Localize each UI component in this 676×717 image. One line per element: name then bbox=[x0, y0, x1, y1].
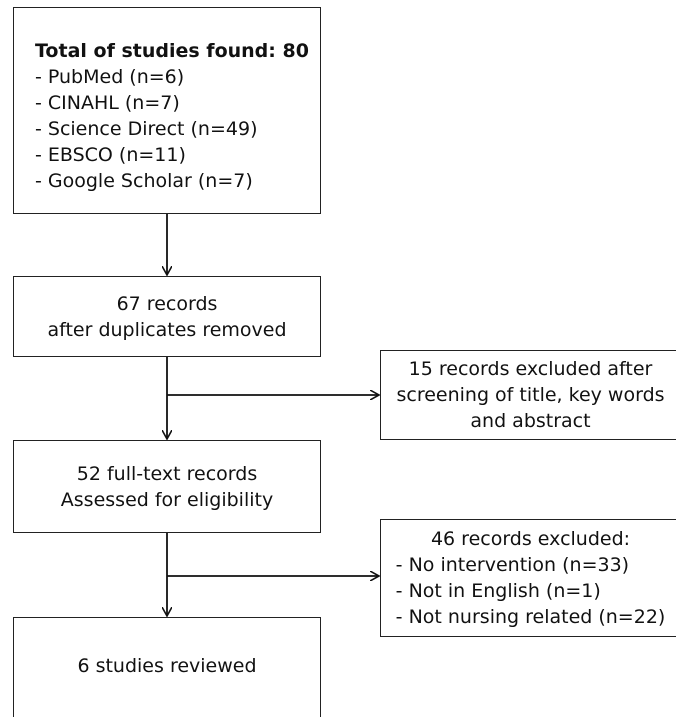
fulltext-box: 52 full-text records Assessed for eligib… bbox=[13, 440, 321, 533]
exclusion-item: - No intervention (n=33) bbox=[395, 554, 630, 576]
fulltext-label: Assessed for eligibility bbox=[60, 488, 274, 511]
screen-excluded-box: 15 records excluded after screening of t… bbox=[380, 350, 676, 440]
exclusion-item: - Not in English (n=1) bbox=[395, 580, 601, 602]
source-item: - Science Direct (n=49) bbox=[35, 118, 258, 140]
reviewed-box: 6 studies reviewed bbox=[13, 617, 321, 717]
dedup-label: after duplicates removed bbox=[47, 318, 287, 341]
fulltext-excluded-content: 46 records excluded: - No intervention (… bbox=[396, 526, 666, 630]
fulltext-count: 52 full-text records bbox=[76, 462, 258, 485]
sources-box: Total of studies found: 80 - PubMed (n=6… bbox=[13, 7, 321, 214]
dedup-count: 67 records bbox=[116, 292, 218, 315]
fulltext-excluded-title: 46 records excluded: bbox=[430, 528, 631, 550]
fulltext-excluded-box: 46 records excluded: - No intervention (… bbox=[380, 519, 676, 637]
dedup-box: 67 records after duplicates removed bbox=[13, 276, 321, 357]
source-item: - EBSCO (n=11) bbox=[35, 144, 186, 166]
source-item: - Google Scholar (n=7) bbox=[35, 170, 253, 192]
sources-title: Total of studies found: 80 bbox=[35, 40, 309, 62]
exclusion-item: - Not nursing related (n=22) bbox=[395, 606, 666, 628]
source-item: - CINAHL (n=7) bbox=[35, 92, 180, 114]
screen-excluded-line3: and abstract bbox=[470, 410, 591, 432]
screen-excluded-line2: screening of title, key words bbox=[396, 384, 665, 406]
reviewed-label: 6 studies reviewed bbox=[77, 655, 257, 677]
screen-excluded-line1: 15 records excluded after bbox=[408, 358, 653, 380]
source-item: - PubMed (n=6) bbox=[35, 66, 185, 88]
